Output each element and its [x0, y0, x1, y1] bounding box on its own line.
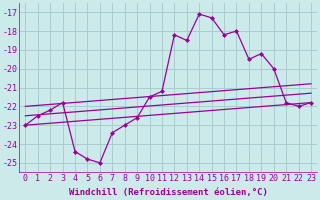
X-axis label: Windchill (Refroidissement éolien,°C): Windchill (Refroidissement éolien,°C) — [69, 188, 268, 197]
